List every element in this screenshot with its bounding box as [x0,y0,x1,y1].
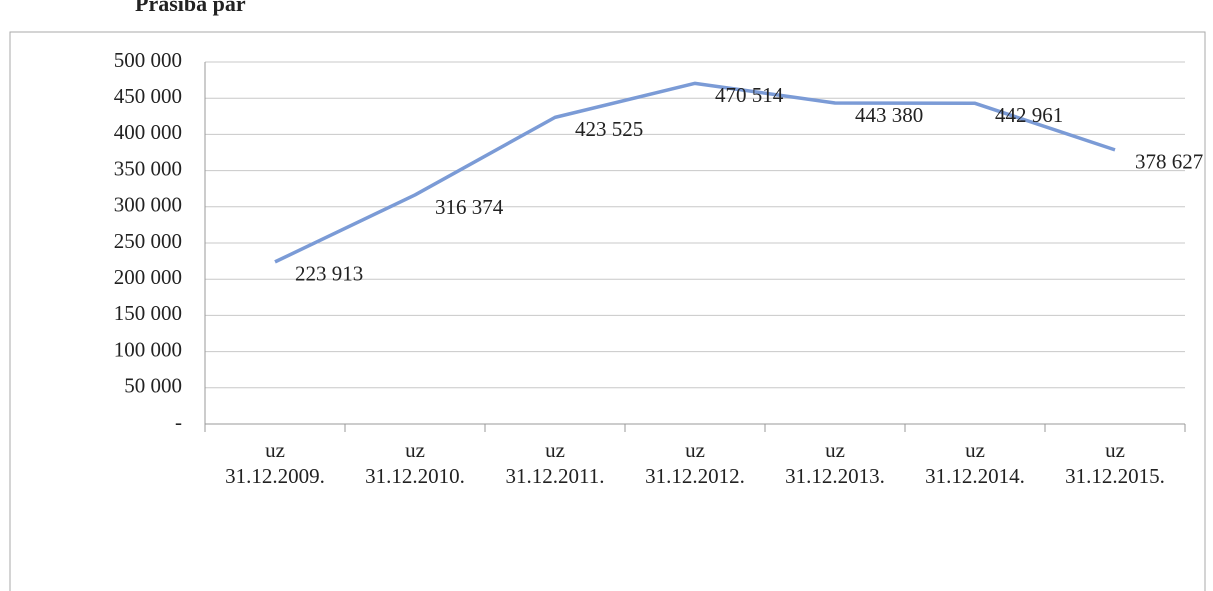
x-tick-label: 31.12.2011. [506,464,605,488]
x-tick-label: 31.12.2009. [225,464,325,488]
data-label: 443 380 [855,103,923,127]
data-label: 423 525 [575,117,643,141]
y-tick-label: 200 000 [114,265,182,289]
chart-title: Prasība par [135,0,246,16]
x-tick-label: 31.12.2015. [1065,464,1165,488]
x-tick-label: 31.12.2013. [785,464,885,488]
y-tick-label: 400 000 [114,120,182,144]
x-tick-label: uz [825,438,845,462]
y-tick-label: 500 000 [114,48,182,72]
y-tick-label: 50 000 [124,374,182,398]
x-tick-label: uz [1105,438,1125,462]
data-label: 316 374 [435,195,504,219]
y-tick-label: 350 000 [114,156,182,180]
y-tick-label: 300 000 [114,193,182,217]
x-tick-label: 31.12.2012. [645,464,745,488]
x-tick-label: uz [965,438,985,462]
y-tick-label: 250 000 [114,229,182,253]
y-tick-label: 100 000 [114,337,182,361]
x-tick-label: 31.12.2010. [365,464,465,488]
line [274,81,1116,264]
data-label: 470 514 [715,83,784,107]
chart-frame [9,31,1206,591]
x-tick-label: uz [265,438,285,462]
y-tick-label: 450 000 [114,84,182,108]
x-tick-label: 31.12.2014. [925,464,1025,488]
data-label: 223 913 [295,262,363,286]
x-tick-label: uz [545,438,565,462]
x-tick-label: uz [405,438,425,462]
x-tick-label: uz [685,438,705,462]
data-label: 442 961 [995,103,1063,127]
data-label: 378 627 [1135,150,1203,174]
y-tick-label: - [175,410,182,434]
y-tick-label: 150 000 [114,301,182,325]
